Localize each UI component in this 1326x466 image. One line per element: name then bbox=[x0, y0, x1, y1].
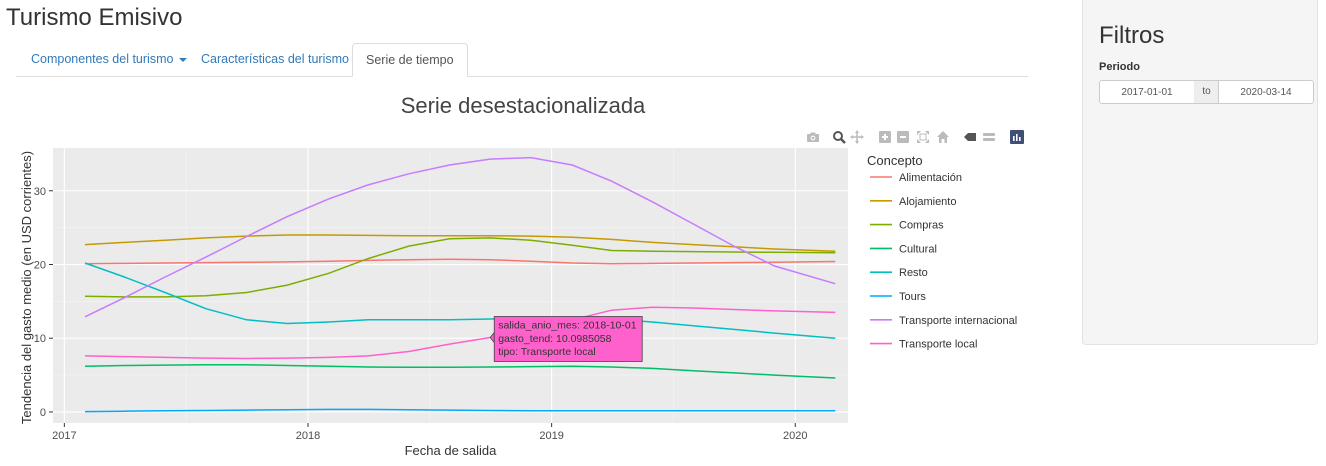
series-line-compras bbox=[84, 237, 836, 298]
zoom-in-icon[interactable] bbox=[878, 130, 892, 144]
app-title: Turismo Emisivo bbox=[6, 4, 183, 31]
zoom-icon[interactable] bbox=[832, 130, 846, 144]
date-end-input[interactable] bbox=[1218, 80, 1314, 104]
plot-panel bbox=[53, 148, 848, 423]
zoom-out-icon[interactable] bbox=[896, 130, 910, 144]
x-axis-title: Fecha de salida bbox=[405, 443, 498, 458]
tab-label: Características del turismo bbox=[201, 52, 349, 66]
sidebar-panel: Filtros Periodo to bbox=[1082, 0, 1318, 345]
y-tick-label: 30 bbox=[34, 186, 46, 198]
y-axis-title: Tendencia del gasto medio (en USD corrie… bbox=[19, 151, 34, 424]
autoscale-icon[interactable] bbox=[916, 130, 930, 144]
y-tick-label: 0 bbox=[40, 407, 46, 419]
x-tick-label: 2020 bbox=[783, 430, 807, 442]
legend-item-label: Transporte local bbox=[899, 339, 977, 351]
tooltip-line: gasto_tend: 10.0985058 bbox=[498, 333, 611, 345]
camera-icon[interactable] bbox=[806, 130, 820, 144]
x-tick-label: 2019 bbox=[539, 430, 563, 442]
series-line-transporte-internacional bbox=[84, 156, 836, 318]
legend-item-label: Alojamiento bbox=[899, 196, 956, 208]
tab-label: Componentes del turismo bbox=[31, 52, 174, 66]
legend-item-label: Alimentación bbox=[899, 172, 962, 184]
legend-item-label: Resto bbox=[899, 267, 928, 279]
x-tick-label: 2017 bbox=[52, 430, 76, 442]
tab-caracteristicas-del-turismo[interactable]: Características del turismo bbox=[201, 43, 349, 76]
date-start-input[interactable] bbox=[1099, 80, 1195, 104]
series-line-transporte-local bbox=[84, 306, 836, 360]
tooltip-line: tipo: Transporte local bbox=[498, 346, 595, 358]
legend-item-label: Transporte internacional bbox=[899, 315, 1017, 327]
spike-lines-icon[interactable] bbox=[963, 130, 977, 144]
tab-label: Serie de tiempo bbox=[366, 53, 454, 67]
series-line-cultural bbox=[84, 364, 836, 379]
chart: 0 10 20 30 2017 2018 2019 2020 Fecha de salida Te… bbox=[19, 148, 1017, 458]
series-line-tours bbox=[84, 408, 836, 413]
y-tick-label: 20 bbox=[34, 259, 46, 271]
tab-serie-de-tiempo[interactable]: Serie de tiempo bbox=[352, 43, 468, 77]
hover-closest-icon[interactable] bbox=[982, 130, 996, 144]
period-label: Periodo bbox=[1099, 61, 1140, 73]
legend-title: Concepto bbox=[867, 153, 923, 168]
plotly-logo-icon[interactable] bbox=[1010, 130, 1024, 144]
tooltip-line: salida_anio_mes: 2018-10-01 bbox=[498, 319, 637, 331]
tooltip-box bbox=[493, 316, 643, 362]
legend-item-label: Compras bbox=[899, 220, 944, 232]
x-tick-label: 2018 bbox=[296, 430, 320, 442]
legend-item-label: Cultural bbox=[899, 243, 937, 255]
tab-bar: Componentes del turismo Características … bbox=[16, 43, 1028, 77]
pan-icon[interactable] bbox=[850, 130, 864, 144]
chart-title: Serie desestacionalizada bbox=[400, 93, 646, 118]
reset-axes-icon[interactable] bbox=[936, 130, 950, 144]
series-line-alimentación bbox=[84, 258, 836, 265]
series-line-alojamiento bbox=[84, 234, 836, 252]
sidebar-title: Filtros bbox=[1099, 22, 1165, 49]
date-range-separator: to bbox=[1194, 80, 1219, 104]
y-tick-label: 10 bbox=[34, 333, 46, 345]
tab-componentes-del-turismo[interactable]: Componentes del turismo bbox=[31, 43, 188, 76]
legend-item-label: Tours bbox=[899, 291, 926, 303]
caret-down-icon bbox=[179, 57, 188, 62]
series-line-resto bbox=[84, 262, 836, 339]
